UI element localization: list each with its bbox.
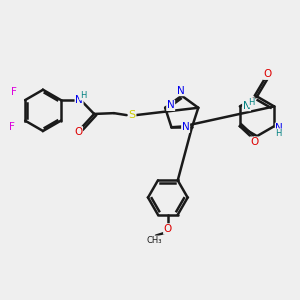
Text: N: N xyxy=(275,123,283,133)
Text: O: O xyxy=(164,224,172,234)
Text: N: N xyxy=(75,95,83,105)
Text: N: N xyxy=(167,100,175,110)
Text: O: O xyxy=(264,69,272,79)
Text: N: N xyxy=(243,100,250,111)
Text: H: H xyxy=(275,129,281,138)
Text: F: F xyxy=(9,122,14,132)
Text: N: N xyxy=(182,122,190,132)
Text: CH₃: CH₃ xyxy=(147,236,162,245)
Text: N: N xyxy=(177,85,185,96)
Text: F: F xyxy=(11,87,16,97)
Text: O: O xyxy=(74,127,82,137)
Text: S: S xyxy=(129,110,136,120)
Text: O: O xyxy=(250,137,258,147)
Text: H: H xyxy=(248,98,255,107)
Text: H: H xyxy=(80,91,86,100)
